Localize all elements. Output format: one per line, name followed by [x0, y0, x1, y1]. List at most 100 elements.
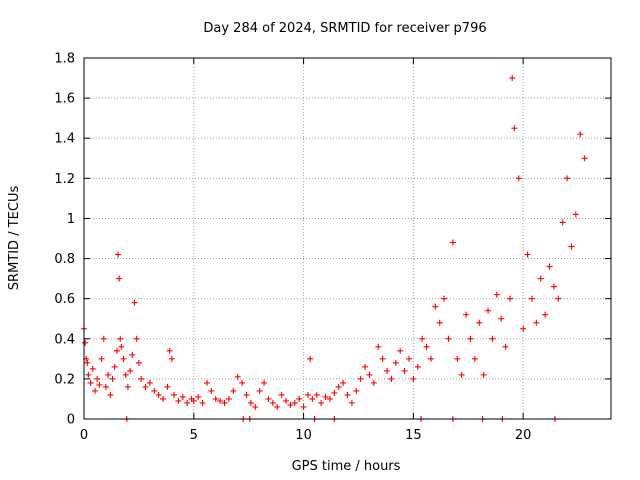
- y-tick-label: 1: [67, 212, 75, 227]
- data-point: [401, 367, 408, 374]
- data-point: [89, 365, 96, 372]
- data-point: [151, 387, 158, 394]
- y-tick-label: 1.8: [54, 52, 75, 67]
- data-point: [296, 395, 303, 402]
- data-point: [322, 393, 329, 400]
- data-point: [537, 275, 544, 282]
- x-tick-label: 10: [295, 428, 312, 443]
- data-point: [129, 351, 136, 358]
- data-point: [432, 303, 439, 310]
- data-point: [533, 319, 540, 326]
- data-point: [506, 295, 513, 302]
- data-point: [269, 399, 276, 406]
- data-point: [509, 75, 516, 82]
- data-point: [115, 251, 122, 258]
- y-tick-label: 1.4: [54, 132, 75, 147]
- y-tick-label: 1.6: [54, 92, 75, 107]
- data-point: [217, 397, 224, 404]
- data-point: [568, 243, 575, 250]
- data-point: [449, 239, 456, 246]
- y-axis-label: SRMTID / TECUs: [7, 186, 22, 291]
- data-point: [84, 359, 91, 366]
- data-point: [441, 295, 448, 302]
- data-point: [436, 319, 443, 326]
- data-point: [138, 375, 145, 382]
- data-point: [485, 307, 492, 314]
- data-point: [471, 355, 478, 362]
- data-point: [340, 379, 347, 386]
- data-point: [326, 395, 333, 402]
- data-point: [300, 403, 307, 410]
- data-point: [283, 397, 290, 404]
- data-point: [542, 311, 549, 318]
- x-tick-label: 15: [405, 428, 422, 443]
- data-point: [195, 393, 202, 400]
- data-point: [142, 383, 149, 390]
- data-point: [247, 399, 254, 406]
- data-point: [307, 355, 314, 362]
- data-point: [572, 211, 579, 218]
- grid: [84, 58, 611, 419]
- data-point: [120, 355, 127, 362]
- data-point: [384, 367, 391, 374]
- x-tick-label: 20: [515, 428, 532, 443]
- data-point: [100, 335, 107, 342]
- data-point: [107, 391, 114, 398]
- data-point: [458, 371, 465, 378]
- data-point: [212, 395, 219, 402]
- data-point: [467, 335, 474, 342]
- data-point: [414, 363, 421, 370]
- data-point: [287, 401, 294, 408]
- data-point: [166, 347, 173, 354]
- data-point: [116, 275, 123, 282]
- data-point: [131, 299, 138, 306]
- data-point: [175, 397, 182, 404]
- data-point: [357, 375, 364, 382]
- data-point: [127, 367, 134, 374]
- data-point: [256, 387, 263, 394]
- data-point: [82, 339, 89, 346]
- data-point: [476, 319, 483, 326]
- data-point: [480, 371, 487, 378]
- data-point: [135, 359, 142, 366]
- data-point: [122, 371, 129, 378]
- data-point: [199, 399, 206, 406]
- data-point: [146, 379, 153, 386]
- data-point: [109, 375, 116, 382]
- data-point: [234, 373, 241, 380]
- data-point: [239, 379, 246, 386]
- data-point: [113, 347, 120, 354]
- x-tick-label: 0: [80, 428, 88, 443]
- data-point: [362, 363, 369, 370]
- data-points: [81, 75, 588, 422]
- data-point: [427, 355, 434, 362]
- data-point: [265, 395, 272, 402]
- data-point: [366, 371, 373, 378]
- data-point: [203, 379, 210, 386]
- data-point: [528, 295, 535, 302]
- data-point: [370, 379, 377, 386]
- y-tick-label: 0.2: [54, 372, 75, 387]
- data-point: [164, 383, 171, 390]
- data-point: [85, 371, 92, 378]
- data-point: [520, 325, 527, 332]
- data-point: [304, 391, 311, 398]
- data-point: [133, 335, 140, 342]
- data-point: [577, 131, 584, 138]
- data-point: [221, 399, 228, 406]
- data-point: [243, 391, 250, 398]
- data-point: [405, 355, 412, 362]
- data-point: [581, 155, 588, 162]
- data-point: [274, 403, 281, 410]
- x-tick-label: 5: [190, 428, 198, 443]
- data-point: [344, 391, 351, 398]
- data-point: [184, 399, 191, 406]
- data-point: [91, 387, 98, 394]
- data-point: [463, 311, 470, 318]
- data-point: [445, 335, 452, 342]
- data-point: [225, 395, 232, 402]
- data-point: [502, 343, 509, 350]
- data-point: [546, 263, 553, 270]
- data-point: [524, 251, 531, 258]
- data-point: [252, 403, 259, 410]
